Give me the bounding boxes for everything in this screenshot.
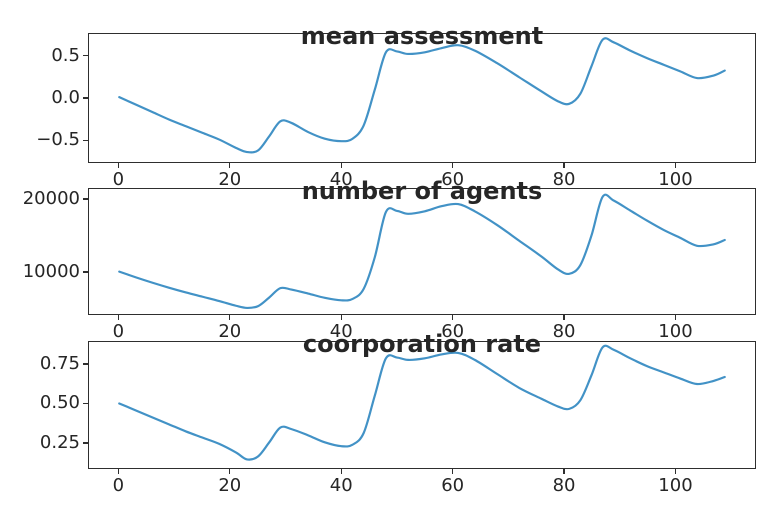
x-tick-mark — [563, 315, 565, 320]
x-tick-label: 100 — [658, 475, 693, 496]
x-tick-mark — [340, 163, 342, 168]
x-tick-label: 0 — [112, 475, 125, 496]
y-tick-label: −0.5 — [36, 129, 80, 151]
x-tick-label: 20 — [218, 475, 242, 496]
y-tick-mark — [83, 97, 88, 99]
y-tick-mark — [83, 402, 88, 405]
y-tick-label: 0.75 — [39, 352, 80, 374]
x-tick-label: 80 — [552, 321, 576, 342]
x-tick-label: 40 — [329, 475, 353, 496]
x-tick-mark — [117, 469, 120, 474]
x-tick-label: 20 — [218, 169, 242, 190]
x-tick-label: 60 — [441, 475, 465, 496]
line-chart-svg — [118, 37, 726, 154]
x-tick-mark — [117, 163, 120, 168]
x-tick-label: 40 — [329, 169, 353, 190]
x-tick-mark — [563, 163, 565, 168]
y-tick-label: 10000 — [22, 260, 80, 282]
x-tick-mark — [451, 163, 454, 168]
y-tick-label: 0.0 — [51, 87, 80, 108]
x-tick-label: 40 — [329, 321, 353, 342]
y-tick-label: 20000 — [22, 187, 80, 209]
x-tick-label: 80 — [552, 475, 576, 496]
y-tick-label: 0.25 — [39, 431, 80, 453]
y-tick-mark — [83, 442, 88, 444]
x-tick-mark — [563, 469, 565, 474]
x-tick-label: 0 — [112, 321, 125, 342]
plot-area — [88, 341, 756, 469]
line-chart-svg — [118, 193, 726, 309]
x-tick-mark — [451, 315, 454, 320]
x-tick-mark — [117, 315, 120, 320]
y-tick-mark — [83, 139, 88, 141]
line-series — [118, 344, 726, 461]
x-tick-mark — [674, 469, 677, 474]
x-tick-mark — [229, 163, 231, 168]
line-series — [118, 193, 726, 309]
x-tick-mark — [451, 469, 454, 474]
line-series — [118, 37, 726, 154]
x-tick-label: 60 — [441, 321, 465, 342]
chart-title: mean assessment — [300, 21, 544, 50]
line-chart-svg — [118, 344, 726, 461]
chart-title: number of agents — [301, 176, 543, 205]
x-tick-mark — [674, 315, 677, 320]
chart-title: coorporation rate — [302, 329, 542, 358]
x-tick-mark — [674, 163, 677, 168]
x-tick-label: 20 — [218, 321, 242, 342]
x-tick-label: 60 — [441, 169, 465, 190]
x-tick-mark — [340, 469, 342, 474]
y-tick-mark — [83, 55, 88, 57]
y-tick-mark — [83, 271, 88, 273]
x-tick-mark — [340, 315, 342, 320]
plot-area — [88, 188, 756, 315]
plot-area — [88, 33, 756, 163]
x-tick-label: 80 — [552, 169, 576, 190]
x-tick-label: 0 — [112, 169, 125, 190]
x-tick-label: 100 — [658, 321, 693, 342]
x-tick-mark — [229, 469, 231, 474]
y-tick-mark — [83, 363, 88, 365]
x-tick-mark — [229, 315, 231, 320]
y-tick-mark — [83, 198, 88, 200]
y-tick-label: 0.50 — [39, 392, 80, 414]
y-tick-label: 0.5 — [51, 44, 80, 66]
x-tick-label: 100 — [658, 169, 693, 190]
